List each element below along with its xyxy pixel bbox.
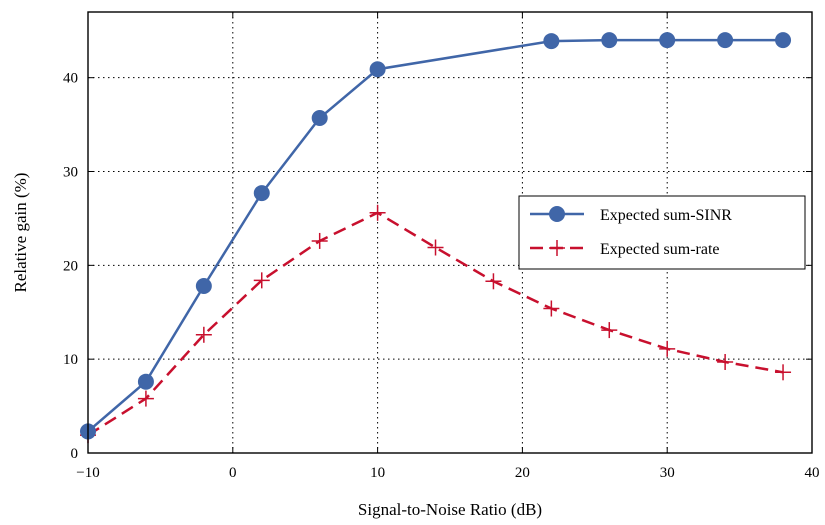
data-point-sum-rate — [659, 340, 676, 357]
data-point-sum-rate — [543, 300, 560, 317]
y-tick-label: 40 — [63, 71, 78, 87]
legend-box — [518, 195, 806, 270]
y-axis-title: Relative gain (%) — [11, 173, 30, 293]
x-tick-label: −10 — [76, 465, 99, 481]
data-point-sum-rate — [717, 353, 734, 370]
data-point-sum-rate — [369, 204, 386, 221]
data-point-sum-rate — [253, 272, 270, 289]
data-point-sum-rate — [311, 232, 328, 249]
data-point-sum-rate — [775, 364, 792, 381]
data-point-sum-sinr — [369, 61, 386, 78]
data-point-sum-sinr — [717, 32, 734, 49]
data-point-sum-sinr — [659, 32, 676, 49]
data-point-sum-sinr — [137, 373, 154, 390]
data-point-sum-sinr — [775, 32, 792, 49]
data-point-sum-rate — [601, 322, 618, 339]
legend-label-sum-sinr: Expected sum-SINR — [600, 207, 732, 224]
y-tick-label: 0 — [71, 446, 79, 462]
plot-frame — [87, 11, 813, 454]
y-tick-label: 30 — [63, 165, 78, 181]
x-tick-label: 20 — [515, 465, 530, 481]
y-tick-label: 20 — [63, 258, 78, 274]
y-tick-label: 10 — [63, 352, 78, 368]
legend-marker-sum-rate — [549, 240, 565, 256]
x-axis-title: Signal-to-Noise Ratio (dB) — [358, 500, 542, 519]
legend-label-sum-rate: Expected sum-rate — [600, 241, 720, 258]
data-point-sum-rate — [195, 326, 212, 343]
data-point-sum-rate — [137, 390, 154, 407]
data-point-sum-rate — [485, 273, 502, 290]
x-tick-label: 40 — [805, 465, 820, 481]
x-tick-label: 30 — [660, 465, 675, 481]
legend-marker-sum-sinr — [549, 206, 565, 222]
data-point-sum-sinr — [253, 185, 270, 202]
data-point-sum-rate — [427, 239, 444, 256]
legend: Expected sum-SINR Expected sum-rate — [518, 195, 806, 270]
axis-ticks: −10 0 10 20 30 40 0 10 20 30 40 — [63, 12, 820, 481]
data-point-sum-sinr — [311, 110, 328, 127]
x-tick-label: 0 — [229, 465, 237, 481]
series-layer — [80, 32, 792, 444]
x-tick-label: 10 — [370, 465, 385, 481]
data-point-sum-sinr — [195, 277, 212, 294]
data-point-sum-sinr — [601, 32, 618, 49]
data-point-sum-sinr — [543, 33, 560, 50]
